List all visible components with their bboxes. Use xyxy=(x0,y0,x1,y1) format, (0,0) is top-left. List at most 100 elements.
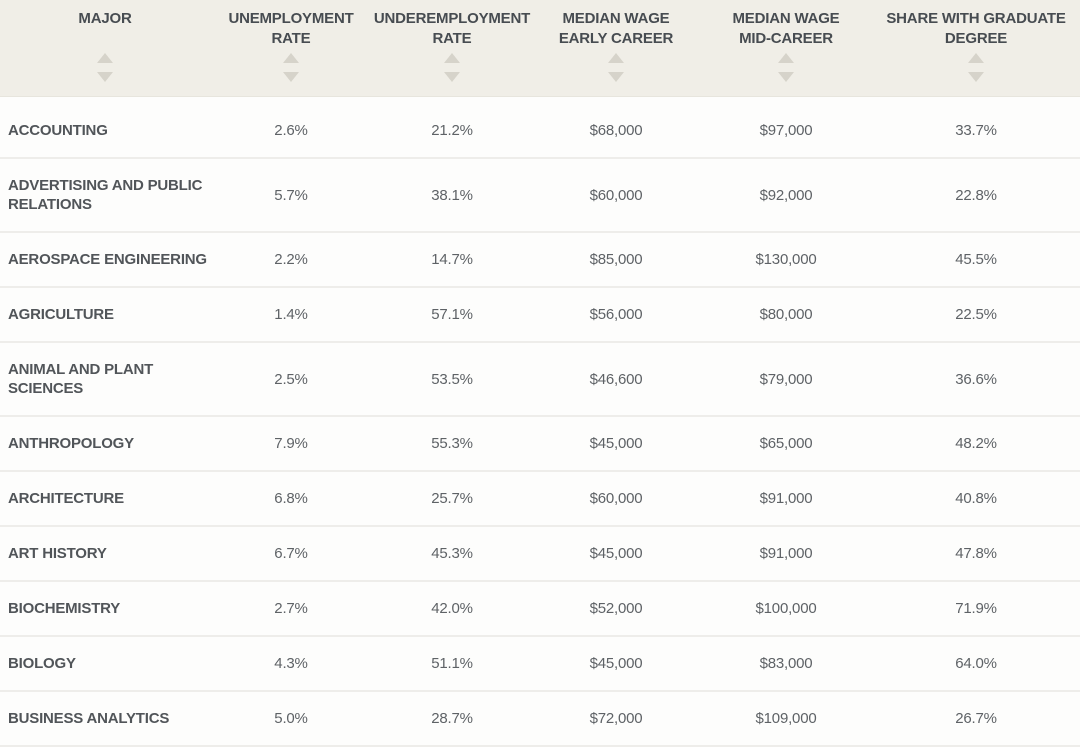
cell-median_wage_mid_career: $79,000 xyxy=(759,370,813,388)
column-header-underemployment_rate[interactable]: UNDEREMPLOYMENT RATE xyxy=(372,0,532,96)
cell-share_with_graduate_degree: 33.7% xyxy=(955,122,997,139)
major-name-cell: ADVERTISING AND PUBLIC RELATIONS xyxy=(8,177,203,213)
cell-unemployment_rate: 6.7% xyxy=(274,545,308,562)
sort-desc-icon[interactable] xyxy=(444,72,460,82)
table-row: ANIMAL AND PLANT SCIENCES 2.5% 53.5% $46,60… xyxy=(0,343,1080,417)
major-name-cell: ACCOUNTING xyxy=(8,122,108,139)
cell-underemployment_rate: 28.7% xyxy=(431,710,473,727)
sort-desc-icon[interactable] xyxy=(968,72,984,82)
table-row: AGRICULTURE 1.4% 57.1% $56,000 $80,000 22.5% xyxy=(0,288,1080,343)
cell-share_with_graduate_degree: 47.8% xyxy=(955,545,997,562)
table-row: ANTHROPOLOGY 7.9% 55.3% $45,000 $65,000 48.2% xyxy=(0,417,1080,472)
sort-control[interactable] xyxy=(778,53,794,82)
column-header-median_wage_mid_career[interactable]: MEDIAN WAGE MID-CAREER xyxy=(700,0,872,96)
major-name-cell: ANTHROPOLOGY xyxy=(8,435,134,452)
cell-share_with_graduate_degree: 22.8% xyxy=(955,186,997,204)
sort-asc-icon[interactable] xyxy=(968,53,984,63)
cell-share_with_graduate_degree: 40.8% xyxy=(955,490,997,507)
cell-underemployment_rate: 38.1% xyxy=(431,186,473,204)
cell-unemployment_rate: 2.5% xyxy=(274,370,308,388)
column-header-label: SHARE WITH GRADUATE DEGREE xyxy=(886,10,1066,47)
column-header-label: MAJOR xyxy=(78,10,132,27)
cell-unemployment_rate: 2.2% xyxy=(274,251,308,268)
sort-asc-icon[interactable] xyxy=(97,53,113,63)
cell-underemployment_rate: 53.5% xyxy=(431,370,473,388)
cell-underemployment_rate: 51.1% xyxy=(431,655,473,672)
major-name-cell: BUSINESS ANALYTICS xyxy=(8,710,170,727)
sort-control[interactable] xyxy=(608,53,624,82)
cell-unemployment_rate: 1.4% xyxy=(274,306,308,323)
cell-median_wage_mid_career: $109,000 xyxy=(755,710,817,727)
sort-asc-icon[interactable] xyxy=(608,53,624,63)
cell-median_wage_early_career: $45,000 xyxy=(589,655,643,672)
cell-underemployment_rate: 57.1% xyxy=(431,306,473,323)
column-header-label: UNEMPLOYMENT RATE xyxy=(228,10,354,47)
cell-share_with_graduate_degree: 26.7% xyxy=(955,710,997,727)
table-row: ARCHITECTURE 6.8% 25.7% $60,000 $91,000 40.8% xyxy=(0,472,1080,527)
column-header-label: MEDIAN WAGE EARLY CAREER xyxy=(558,10,674,47)
cell-underemployment_rate: 14.7% xyxy=(431,251,473,268)
cell-median_wage_early_career: $46,600 xyxy=(589,370,643,388)
sort-control[interactable] xyxy=(444,53,460,82)
cell-median_wage_mid_career: $83,000 xyxy=(759,655,813,672)
column-header-label: UNDEREMPLOYMENT RATE xyxy=(373,10,531,47)
cell-unemployment_rate: 5.7% xyxy=(274,186,308,204)
cell-median_wage_early_career: $52,000 xyxy=(589,600,643,617)
column-header-major[interactable]: MAJOR xyxy=(0,0,210,96)
table-header-row: MAJOR UNEMPLOYMENT RATE UNDEREMPLOYMENT RA… xyxy=(0,0,1080,97)
cell-underemployment_rate: 21.2% xyxy=(431,122,473,139)
sort-asc-icon[interactable] xyxy=(778,53,794,63)
sort-control[interactable] xyxy=(283,53,299,82)
cell-median_wage_early_career: $56,000 xyxy=(589,306,643,323)
cell-median_wage_mid_career: $80,000 xyxy=(759,306,813,323)
sort-desc-icon[interactable] xyxy=(608,72,624,82)
cell-share_with_graduate_degree: 64.0% xyxy=(955,655,997,672)
cell-median_wage_early_career: $45,000 xyxy=(589,435,643,452)
major-name-cell: BIOCHEMISTRY xyxy=(8,600,121,617)
cell-unemployment_rate: 6.8% xyxy=(274,490,308,507)
cell-share_with_graduate_degree: 48.2% xyxy=(955,435,997,452)
column-header-share_with_graduate_degree[interactable]: SHARE WITH GRADUATE DEGREE xyxy=(872,0,1080,96)
column-header-median_wage_early_career[interactable]: MEDIAN WAGE EARLY CAREER xyxy=(532,0,700,96)
table-row: BIOCHEMISTRY 2.7% 42.0% $52,000 $100,000 71.9… xyxy=(0,582,1080,637)
column-header-unemployment_rate[interactable]: UNEMPLOYMENT RATE xyxy=(210,0,372,96)
cell-median_wage_early_career: $45,000 xyxy=(589,545,643,562)
cell-unemployment_rate: 7.9% xyxy=(274,435,308,452)
major-name-cell: ARCHITECTURE xyxy=(8,490,124,507)
table-row: ART HISTORY 6.7% 45.3% $45,000 $91,000 47.8% xyxy=(0,527,1080,582)
sort-control[interactable] xyxy=(968,53,984,82)
cell-unemployment_rate: 2.6% xyxy=(274,122,308,139)
cell-median_wage_mid_career: $100,000 xyxy=(755,600,817,617)
cell-underemployment_rate: 42.0% xyxy=(431,600,473,617)
table-row: AEROSPACE ENGINEERING 2.2% 14.7% $85,000 $13… xyxy=(0,233,1080,288)
table-body: ACCOUNTING 2.6% 21.2% $68,000 $97,000 33.7% AD… xyxy=(0,97,1080,747)
sort-control[interactable] xyxy=(97,53,113,82)
cell-median_wage_early_career: $85,000 xyxy=(589,251,643,268)
major-name-cell: ART HISTORY xyxy=(8,545,107,562)
table-row: BUSINESS ANALYTICS 5.0% 28.7% $72,000 $109,0… xyxy=(0,692,1080,747)
sort-desc-icon[interactable] xyxy=(283,72,299,82)
cell-unemployment_rate: 2.7% xyxy=(274,600,308,617)
cell-unemployment_rate: 4.3% xyxy=(274,655,308,672)
table-row: ACCOUNTING 2.6% 21.2% $68,000 $97,000 33.7% xyxy=(0,97,1080,159)
cell-median_wage_early_career: $60,000 xyxy=(589,490,643,507)
cell-median_wage_early_career: $68,000 xyxy=(589,122,643,139)
major-name-cell: BIOLOGY xyxy=(8,655,76,672)
cell-underemployment_rate: 45.3% xyxy=(431,545,473,562)
major-name-cell: AEROSPACE ENGINEERING xyxy=(8,251,207,268)
major-name-cell: ANIMAL AND PLANT SCIENCES xyxy=(8,361,154,397)
cell-unemployment_rate: 5.0% xyxy=(274,710,308,727)
cell-share_with_graduate_degree: 22.5% xyxy=(955,306,997,323)
cell-median_wage_mid_career: $91,000 xyxy=(759,545,813,562)
cell-share_with_graduate_degree: 36.6% xyxy=(955,370,997,388)
cell-median_wage_mid_career: $130,000 xyxy=(755,251,817,268)
sort-asc-icon[interactable] xyxy=(444,53,460,63)
sort-asc-icon[interactable] xyxy=(283,53,299,63)
major-name-cell: AGRICULTURE xyxy=(8,306,114,323)
sort-desc-icon[interactable] xyxy=(97,72,113,82)
column-header-label: MEDIAN WAGE MID-CAREER xyxy=(732,10,840,47)
cell-share_with_graduate_degree: 45.5% xyxy=(955,251,997,268)
sort-desc-icon[interactable] xyxy=(778,72,794,82)
cell-median_wage_early_career: $72,000 xyxy=(589,710,643,727)
cell-median_wage_mid_career: $91,000 xyxy=(759,490,813,507)
